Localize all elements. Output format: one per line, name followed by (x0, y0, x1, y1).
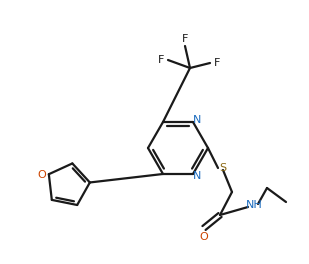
Text: F: F (182, 34, 188, 44)
Text: O: O (37, 170, 46, 180)
Text: F: F (214, 58, 220, 68)
Text: NH: NH (246, 200, 262, 210)
Text: N: N (193, 171, 201, 181)
Text: S: S (219, 163, 226, 173)
Text: F: F (158, 55, 164, 65)
Text: N: N (193, 115, 201, 125)
Text: O: O (200, 232, 208, 242)
